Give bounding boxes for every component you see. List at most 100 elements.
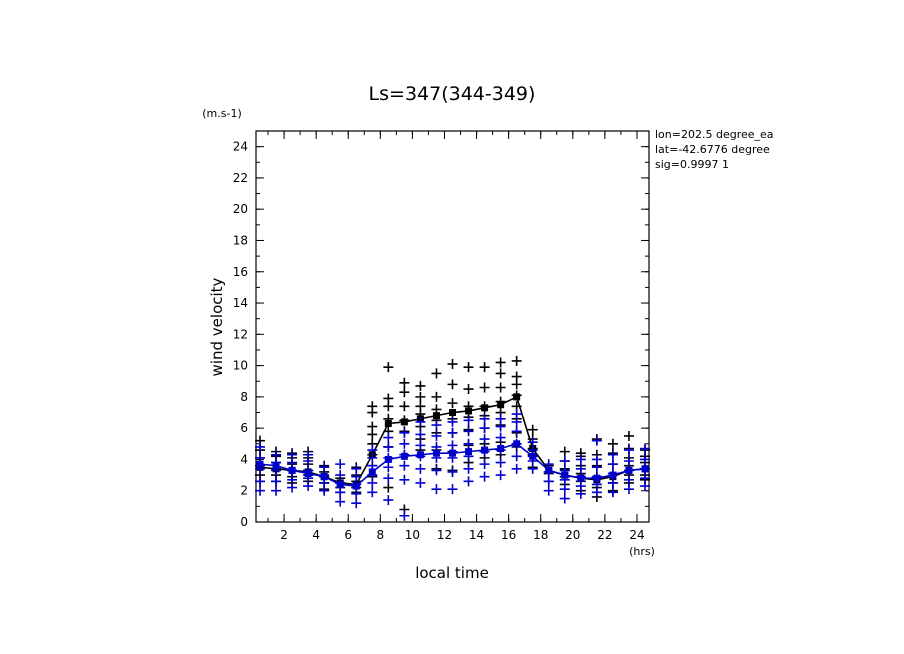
y-tick-label: 14: [233, 296, 248, 310]
data-point: [495, 432, 506, 443]
data-point: [415, 391, 426, 402]
data-point: [639, 473, 650, 484]
data-point: [383, 393, 394, 404]
data-point: [511, 426, 522, 437]
mean-marker: [449, 409, 456, 417]
mean-marker: [497, 444, 505, 452]
data-point: [511, 371, 522, 382]
data-point: [623, 456, 634, 467]
data-point: [271, 476, 282, 487]
mean-marker: [384, 419, 392, 427]
mean-marker: [609, 471, 617, 479]
plot-frame: [255, 130, 650, 523]
x-tick-label: 6: [344, 528, 352, 542]
data-point: [383, 362, 394, 373]
mean-marker: [513, 440, 521, 448]
x-unit-label: (hrs): [629, 545, 655, 558]
data-point: [495, 470, 506, 481]
y-tick-label: 4: [240, 452, 248, 466]
data-point: [623, 484, 634, 495]
y-tick-label: 0: [240, 515, 248, 529]
data-point: [623, 430, 634, 441]
data-point: [607, 449, 618, 460]
y-tick-label: 24: [233, 140, 248, 154]
data-point: [383, 473, 394, 484]
data-point: [447, 440, 458, 451]
data-point: [479, 382, 490, 393]
data-point: [367, 445, 378, 456]
data-point: [463, 384, 474, 395]
data-point: [431, 391, 442, 402]
data-point: [287, 449, 298, 460]
data-point: [559, 456, 570, 467]
data-point: [367, 401, 378, 412]
data-point: [415, 429, 426, 440]
data-point: [447, 466, 458, 477]
data-point: [495, 413, 506, 424]
data-point: [463, 476, 474, 487]
mean-marker: [352, 482, 360, 490]
data-point: [495, 382, 506, 393]
data-point: [255, 476, 266, 487]
data-point: [351, 463, 362, 474]
x-tick-label: 20: [565, 528, 580, 542]
data-marks: [255, 355, 650, 521]
data-point: [415, 463, 426, 474]
data-point: [431, 368, 442, 379]
data-point: [575, 481, 586, 492]
data-point: [271, 449, 282, 460]
data-point: [607, 459, 618, 470]
data-point: [399, 474, 410, 485]
chart-title: Ls=347(344-349): [369, 83, 536, 105]
mean-marker: [400, 418, 408, 426]
mean-marker: [545, 466, 553, 474]
data-point: [255, 485, 266, 496]
data-point: [607, 487, 618, 498]
data-point: [431, 484, 442, 495]
data-point: [527, 437, 538, 448]
x-tick-label: 2: [280, 528, 288, 542]
data-point: [271, 485, 282, 496]
x-tick-label: 16: [501, 528, 516, 542]
mean-marker: [481, 446, 489, 454]
data-point: [591, 435, 602, 446]
data-point: [255, 441, 266, 452]
data-point: [383, 441, 394, 452]
mean-marker: [481, 404, 489, 412]
mean-marker: [288, 466, 296, 474]
data-point: [383, 495, 394, 506]
x-tick-label: 10: [405, 528, 420, 542]
data-point: [431, 465, 442, 476]
mean-marker: [641, 465, 649, 473]
data-point: [607, 438, 618, 449]
mean-marker: [577, 474, 585, 482]
data-point: [463, 438, 474, 449]
data-point: [351, 498, 362, 509]
axis-ticks: 2 4 6 8 10 12 14 16 18 20 22 2402468101214161820222…: [233, 130, 649, 542]
x-tick-label: 24: [629, 528, 644, 542]
y-tick-label: 18: [233, 233, 248, 247]
mean-marker: [336, 480, 344, 488]
data-point: [479, 413, 490, 424]
data-point: [431, 430, 442, 441]
mean-marker: [320, 473, 328, 481]
data-point: [479, 434, 490, 445]
data-point: [415, 440, 426, 451]
data-point: [575, 463, 586, 474]
data-point: [319, 462, 330, 473]
data-point: [511, 355, 522, 366]
y-tick-label: 10: [233, 359, 248, 373]
data-point: [543, 476, 554, 487]
mean-marker: [497, 401, 505, 409]
data-point: [639, 443, 650, 454]
data-point: [367, 421, 378, 432]
mean-marker: [593, 474, 601, 482]
mean-marker: [465, 407, 473, 415]
mean-marker: [432, 449, 440, 457]
data-point: [415, 401, 426, 412]
data-point: [495, 368, 506, 379]
data-point: [447, 484, 458, 495]
data-point: [559, 446, 570, 457]
data-point: [447, 359, 458, 370]
